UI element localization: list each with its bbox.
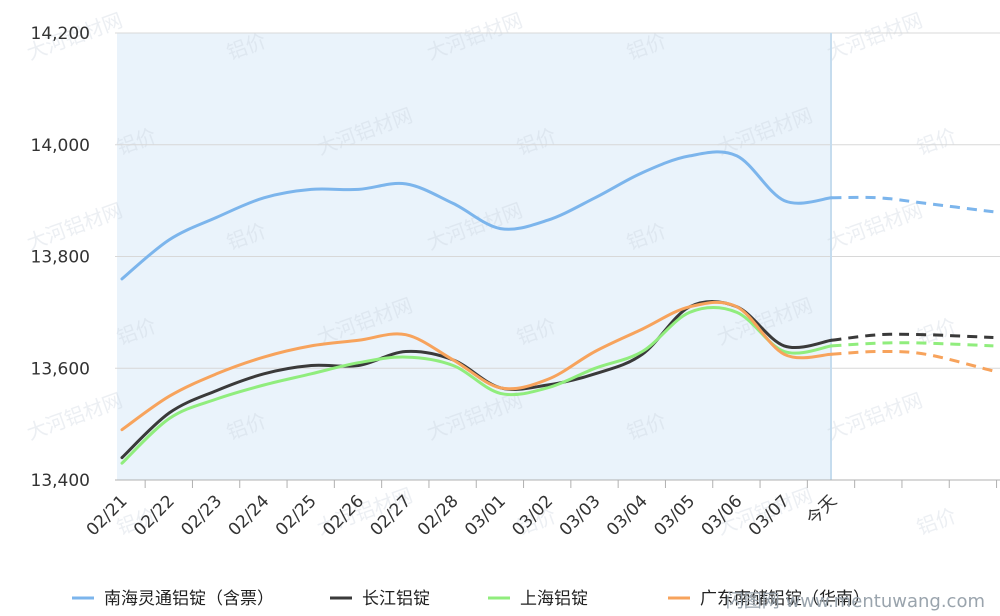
y-axis: 13,400 13,600 13,800 14,000 14,200 bbox=[31, 24, 90, 491]
watermark-text: 铝价 bbox=[914, 503, 960, 539]
x-tick-label: 02/25 bbox=[272, 491, 321, 540]
y-tick-label: 13,800 bbox=[31, 248, 90, 268]
legend-label-0: 南海灵通铝锭（含票） bbox=[104, 589, 274, 609]
series-line-2 bbox=[120, 306, 833, 465]
series-line-0 bbox=[120, 150, 833, 281]
x-tick-label: 03/03 bbox=[556, 491, 605, 540]
x-tick-label: 03/01 bbox=[461, 491, 510, 540]
y-tick-label: 13,600 bbox=[31, 359, 90, 379]
watermark-text: 大河铝材网 bbox=[24, 388, 126, 445]
series-forecast-line-2 bbox=[831, 341, 994, 348]
series-forecast-line-0 bbox=[831, 195, 994, 214]
legend-label-2: 上海铝锭 bbox=[520, 589, 588, 609]
legend: 南海灵通铝锭（含票） 长江铝锭 上海铝锭 广东南储铝锭（华南） bbox=[72, 589, 870, 609]
watermark-text: 大河铝材网 bbox=[824, 198, 926, 255]
x-tick-label: 03/04 bbox=[603, 491, 652, 540]
x-tick-label: 02/24 bbox=[225, 491, 274, 540]
x-tick-label: 02/28 bbox=[414, 491, 463, 540]
series-layer bbox=[120, 150, 994, 465]
y-tick-label: 13,400 bbox=[31, 471, 90, 491]
footer-watermark: 闪图网 www.mentuwang.com bbox=[726, 591, 985, 612]
watermark-text: 铝价 bbox=[914, 123, 960, 159]
x-tick-label: 03/05 bbox=[650, 491, 699, 540]
legend-label-1: 长江铝锭 bbox=[362, 589, 430, 609]
legend-label-3: 广东南储铝锭（华南） bbox=[700, 589, 870, 609]
series-forecast-line-3 bbox=[831, 349, 994, 373]
x-tick-label: 02/23 bbox=[177, 491, 226, 540]
watermark-text: 大河铝材网 bbox=[824, 388, 926, 445]
y-tick-label: 14,000 bbox=[31, 136, 90, 156]
watermark-text: 大河铝材网 bbox=[24, 198, 126, 255]
series-forecast-line-1 bbox=[831, 332, 994, 342]
watermark-text: 大河铝材网 bbox=[824, 8, 926, 65]
series-line-3 bbox=[120, 300, 833, 432]
y-tick-label: 14,200 bbox=[31, 24, 90, 44]
